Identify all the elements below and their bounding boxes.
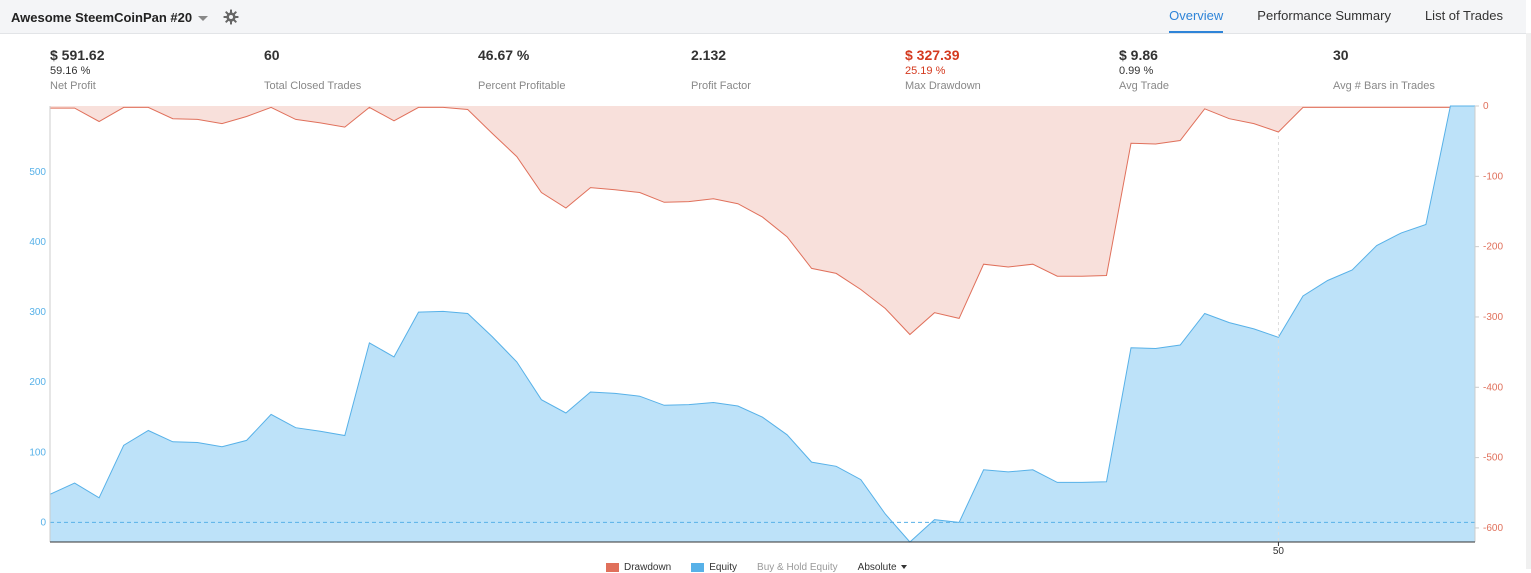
right-tick-label: -200	[1483, 242, 1503, 253]
metric-percent	[478, 65, 678, 78]
right-tick-label: -600	[1483, 523, 1503, 534]
drawdown-area	[50, 106, 1475, 335]
metric-value: $ 9.86	[1119, 47, 1158, 63]
strategy-selector[interactable]: Awesome SteemCoinPan #20	[11, 9, 239, 25]
right-tick-label: 0	[1483, 101, 1489, 112]
metric-label: Avg # Bars in Trades	[1333, 80, 1435, 92]
view-tabs: Overview Performance Summary List of Tra…	[1152, 0, 1503, 33]
tab-performance-summary[interactable]: Performance Summary	[1257, 8, 1391, 23]
metric-label: Profit Factor	[691, 80, 751, 92]
metric-label: Avg Trade	[1119, 80, 1169, 92]
absolute-dropdown-label: Absolute	[857, 561, 897, 573]
metric-percent-profitable: 46.67 % Percent Profitable	[478, 46, 678, 93]
metric-percent	[691, 65, 891, 78]
absolute-dropdown[interactable]: Absolute	[858, 562, 907, 573]
strategy-name: Awesome SteemCoinPan #20	[11, 9, 193, 25]
legend-equity-label: Equity	[709, 561, 738, 573]
legend-drawdown-label: Drawdown	[624, 561, 672, 573]
metric-value: 60	[264, 47, 280, 63]
metric-percent: 25.19 %	[905, 65, 946, 77]
legend-buy-hold-label: Buy & Hold Equity	[757, 561, 838, 573]
metric-label: Total Closed Trades	[264, 80, 362, 92]
metric-total-closed-trades: 60 Total Closed Trades	[264, 46, 464, 93]
legend-buy-hold[interactable]: Buy & Hold Equity	[757, 562, 838, 573]
metric-label: Max Drawdown	[905, 80, 981, 92]
equity-line	[49, 105, 1475, 543]
left-tick-label: 400	[29, 237, 46, 248]
metric-percent	[1333, 65, 1531, 78]
chevron-down-icon	[900, 565, 907, 569]
right-tick-label: -500	[1483, 453, 1503, 464]
metric-percent: 59.16 %	[50, 65, 91, 77]
metric-value: $ 591.62	[50, 47, 105, 63]
equity-drawdown-chart[interactable]: 0 100 200 300 400 500 0 -100 -200 -300 -400 -500 -60…	[0, 100, 1526, 558]
metric-percent: 0.99 %	[1119, 65, 1154, 77]
metric-profit-factor: 2.132 Profit Factor	[691, 46, 891, 93]
metric-label: Net Profit	[50, 80, 96, 92]
metric-percent	[264, 65, 464, 78]
right-tick-label: -100	[1483, 171, 1503, 182]
top-toolbar: Awesome SteemCoinPan #20 Overview Perfor…	[0, 0, 1526, 34]
drawdown-line	[50, 106, 1475, 336]
legend-equity[interactable]: Equity	[691, 562, 737, 573]
left-tick-label: 0	[40, 517, 46, 528]
metric-value: 2.132	[691, 47, 727, 63]
metric-net-profit: $ 591.62 59.16 % Net Profit	[50, 46, 250, 93]
left-tick-label: 200	[29, 377, 46, 388]
chart-legend: Drawdown Equity Buy & Hold Equity Absolu…	[606, 561, 927, 573]
gear-icon[interactable]	[223, 9, 239, 25]
equity-swatch	[691, 562, 705, 572]
right-tick-label: -300	[1483, 312, 1503, 323]
legend-drawdown[interactable]: Drawdown	[606, 562, 671, 573]
metric-avg-bars-in-trades: 30 Avg # Bars in Trades	[1333, 46, 1531, 93]
equity-area	[50, 106, 1475, 542]
right-tick-label: -400	[1483, 382, 1503, 393]
left-tick-label: 100	[29, 447, 46, 458]
metric-avg-trade: $ 9.86 0.99 % Avg Trade	[1119, 46, 1319, 93]
left-tick-label: 500	[29, 167, 46, 178]
metric-max-drawdown: $ 327.39 25.19 % Max Drawdown	[905, 46, 1105, 93]
left-tick-label: 300	[29, 307, 46, 318]
x-tick-label: 50	[1273, 546, 1285, 557]
metric-value: $ 327.39	[905, 47, 960, 63]
drawdown-swatch	[606, 562, 619, 572]
metrics-row: $ 591.62 59.16 % Net Profit 60 Total Clo…	[50, 46, 1470, 96]
metric-value: 46.67 %	[478, 47, 530, 63]
vertical-scrollbar[interactable]	[1526, 33, 1531, 569]
tab-list-of-trades[interactable]: List of Trades	[1424, 8, 1503, 23]
metric-label: Percent Profitable	[478, 80, 566, 92]
tab-overview[interactable]: Overview	[1152, 0, 1240, 33]
metric-value: 30	[1333, 47, 1349, 63]
chevron-down-icon[interactable]	[198, 15, 209, 21]
